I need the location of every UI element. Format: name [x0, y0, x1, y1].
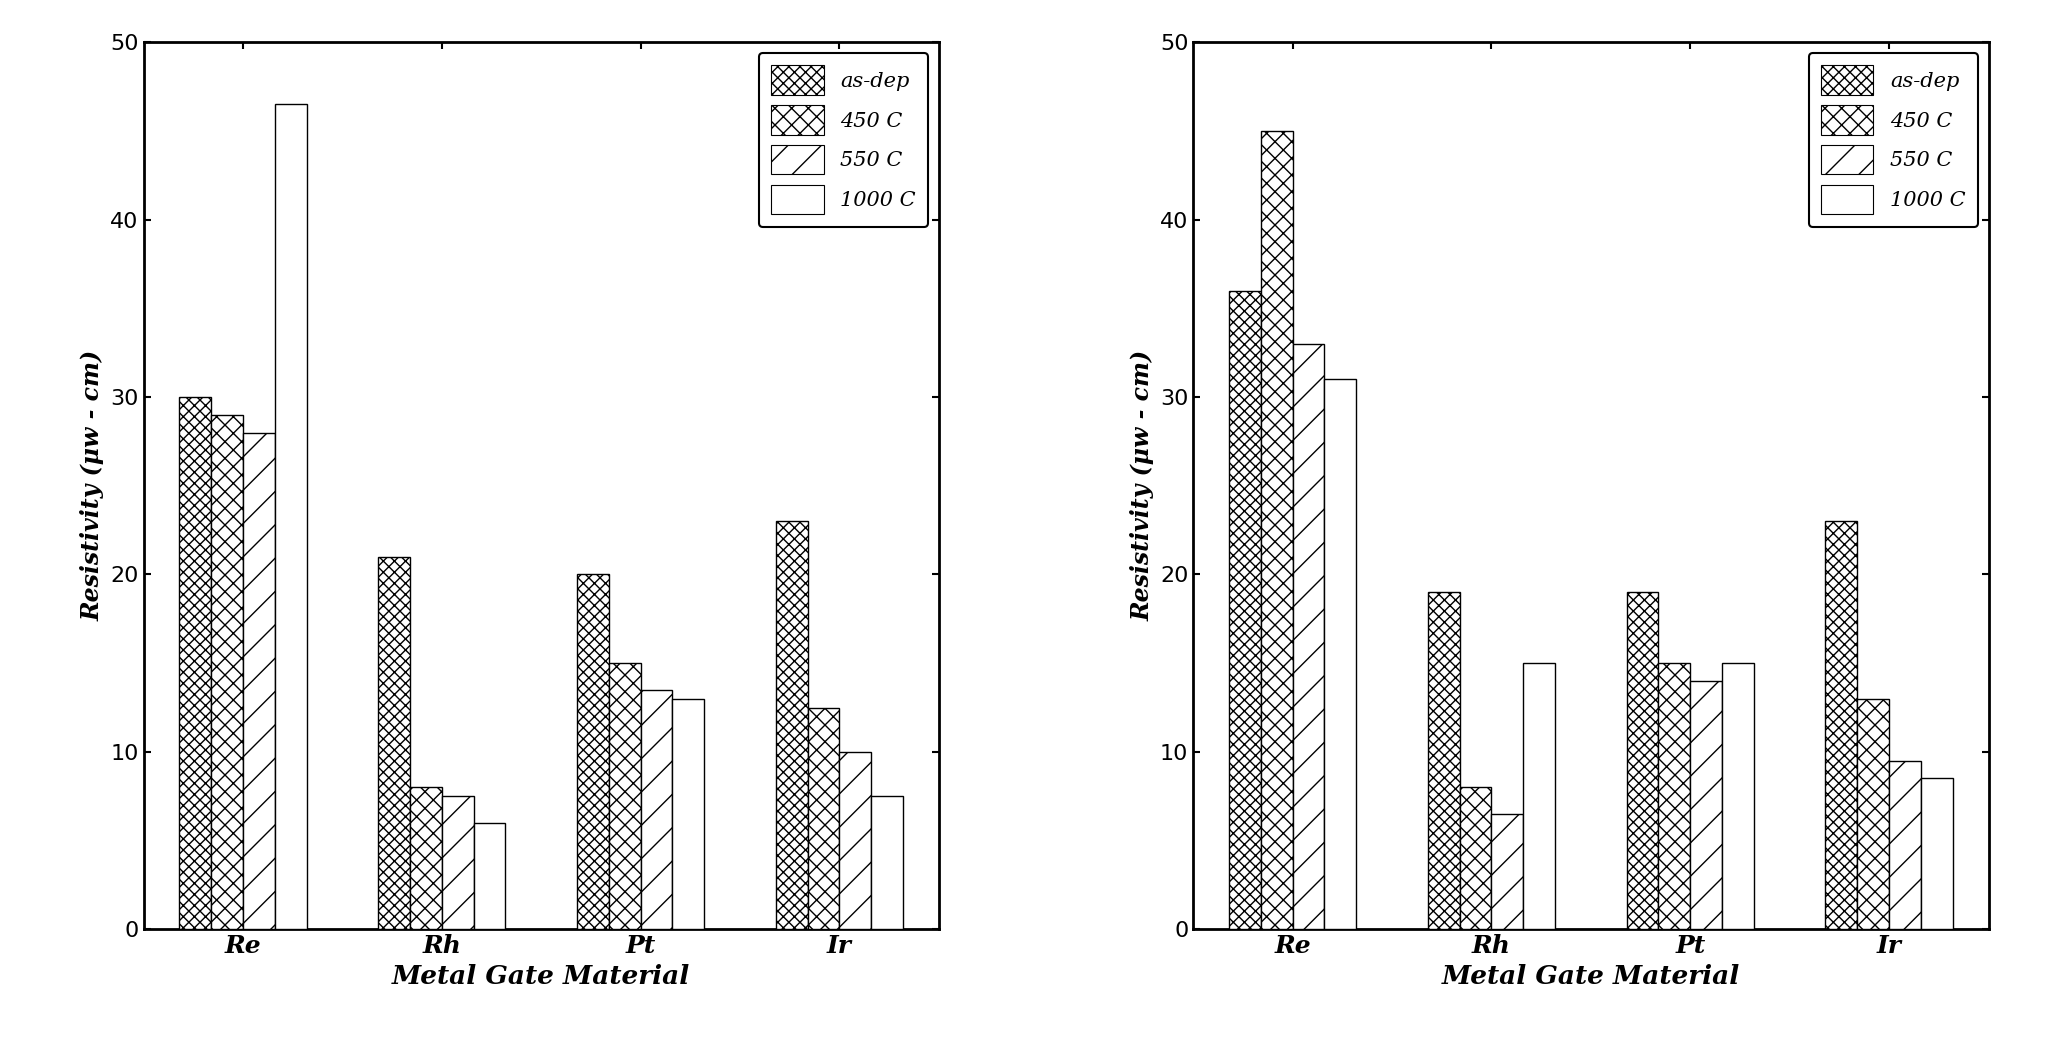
Bar	[1324, 379, 1357, 929]
Bar	[242, 433, 275, 929]
Bar	[576, 574, 609, 929]
Bar	[640, 690, 672, 929]
Bar	[1294, 344, 1324, 929]
Bar	[871, 796, 902, 929]
Bar	[410, 788, 441, 929]
Bar	[211, 415, 242, 929]
X-axis label: Metal Gate Material: Metal Gate Material	[392, 964, 691, 988]
Bar	[1626, 592, 1658, 929]
Bar	[1722, 663, 1755, 929]
Bar	[1857, 699, 1890, 929]
Bar	[1658, 663, 1691, 929]
Bar	[441, 796, 474, 929]
Bar	[1492, 814, 1523, 929]
Bar	[838, 752, 871, 929]
Bar	[1824, 522, 1857, 929]
Bar	[1523, 663, 1556, 929]
Bar	[1460, 788, 1492, 929]
Bar	[178, 397, 211, 929]
Bar	[672, 699, 703, 929]
X-axis label: Metal Gate Material: Metal Gate Material	[1441, 964, 1740, 988]
Bar	[474, 823, 506, 929]
Bar	[1921, 778, 1954, 929]
Y-axis label: Resistivity (μw - cm): Resistivity (μw - cm)	[1130, 351, 1154, 621]
Legend: as-dep, 450 C, 550 C, 1000 C: as-dep, 450 C, 550 C, 1000 C	[1808, 53, 1978, 227]
Bar	[377, 557, 410, 929]
Bar	[1691, 681, 1722, 929]
Bar	[609, 663, 640, 929]
Bar	[1429, 592, 1460, 929]
Bar	[1890, 760, 1921, 929]
Bar	[1230, 290, 1261, 929]
Bar	[808, 708, 838, 929]
Legend: as-dep, 450 C, 550 C, 1000 C: as-dep, 450 C, 550 C, 1000 C	[758, 53, 929, 227]
Bar	[775, 522, 808, 929]
Y-axis label: Resistivity (μw - cm): Resistivity (μw - cm)	[80, 351, 105, 621]
Bar	[1261, 131, 1294, 929]
Bar	[275, 105, 307, 929]
